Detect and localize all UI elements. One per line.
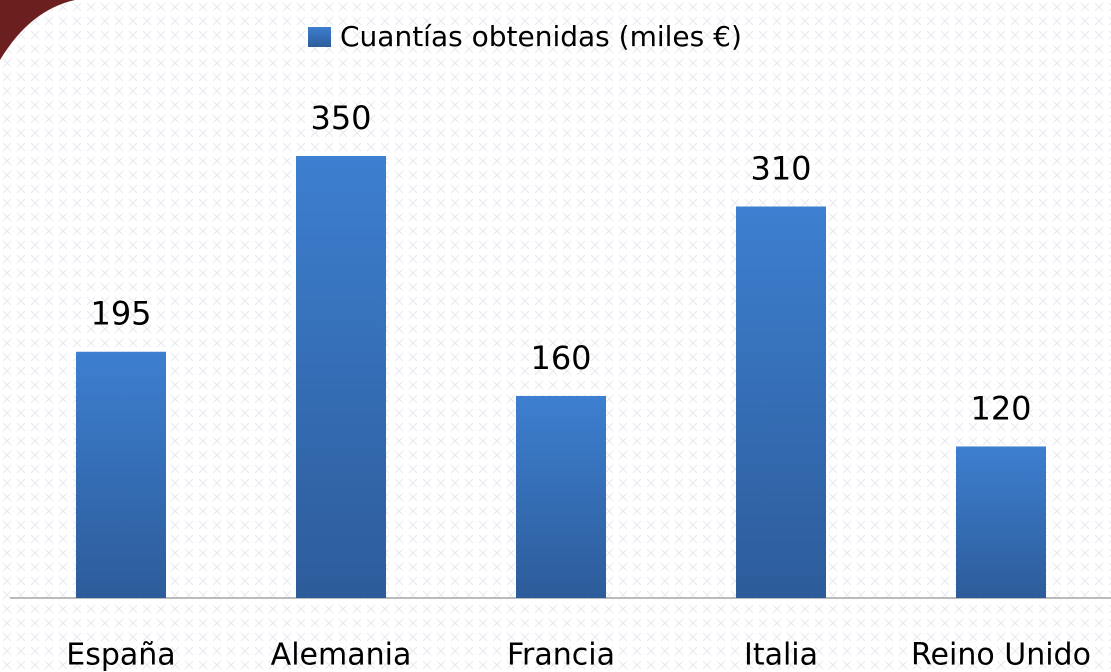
x-tick-label: España <box>66 638 175 672</box>
legend-label: Cuantías obtenidas (miles €) <box>340 20 742 53</box>
bar <box>736 206 826 598</box>
corner-decoration <box>0 0 75 60</box>
bar <box>516 395 606 598</box>
plot-area: Cuantías obtenidas (miles €) España 195 Ale… <box>10 20 1111 672</box>
bar <box>76 351 166 598</box>
x-tick-label: Francia <box>507 638 615 672</box>
data-label: 310 <box>750 150 811 188</box>
data-label: 195 <box>90 295 151 333</box>
data-label: 120 <box>970 389 1031 427</box>
bar <box>296 156 386 598</box>
x-tick-label: Alemania <box>271 638 412 672</box>
legend-swatch <box>308 27 331 47</box>
bar <box>956 446 1046 598</box>
data-label: 350 <box>310 99 371 137</box>
data-label: 160 <box>530 339 591 377</box>
x-tick-label: Italia <box>744 638 818 672</box>
x-tick-label: Reino Unido <box>911 638 1091 672</box>
